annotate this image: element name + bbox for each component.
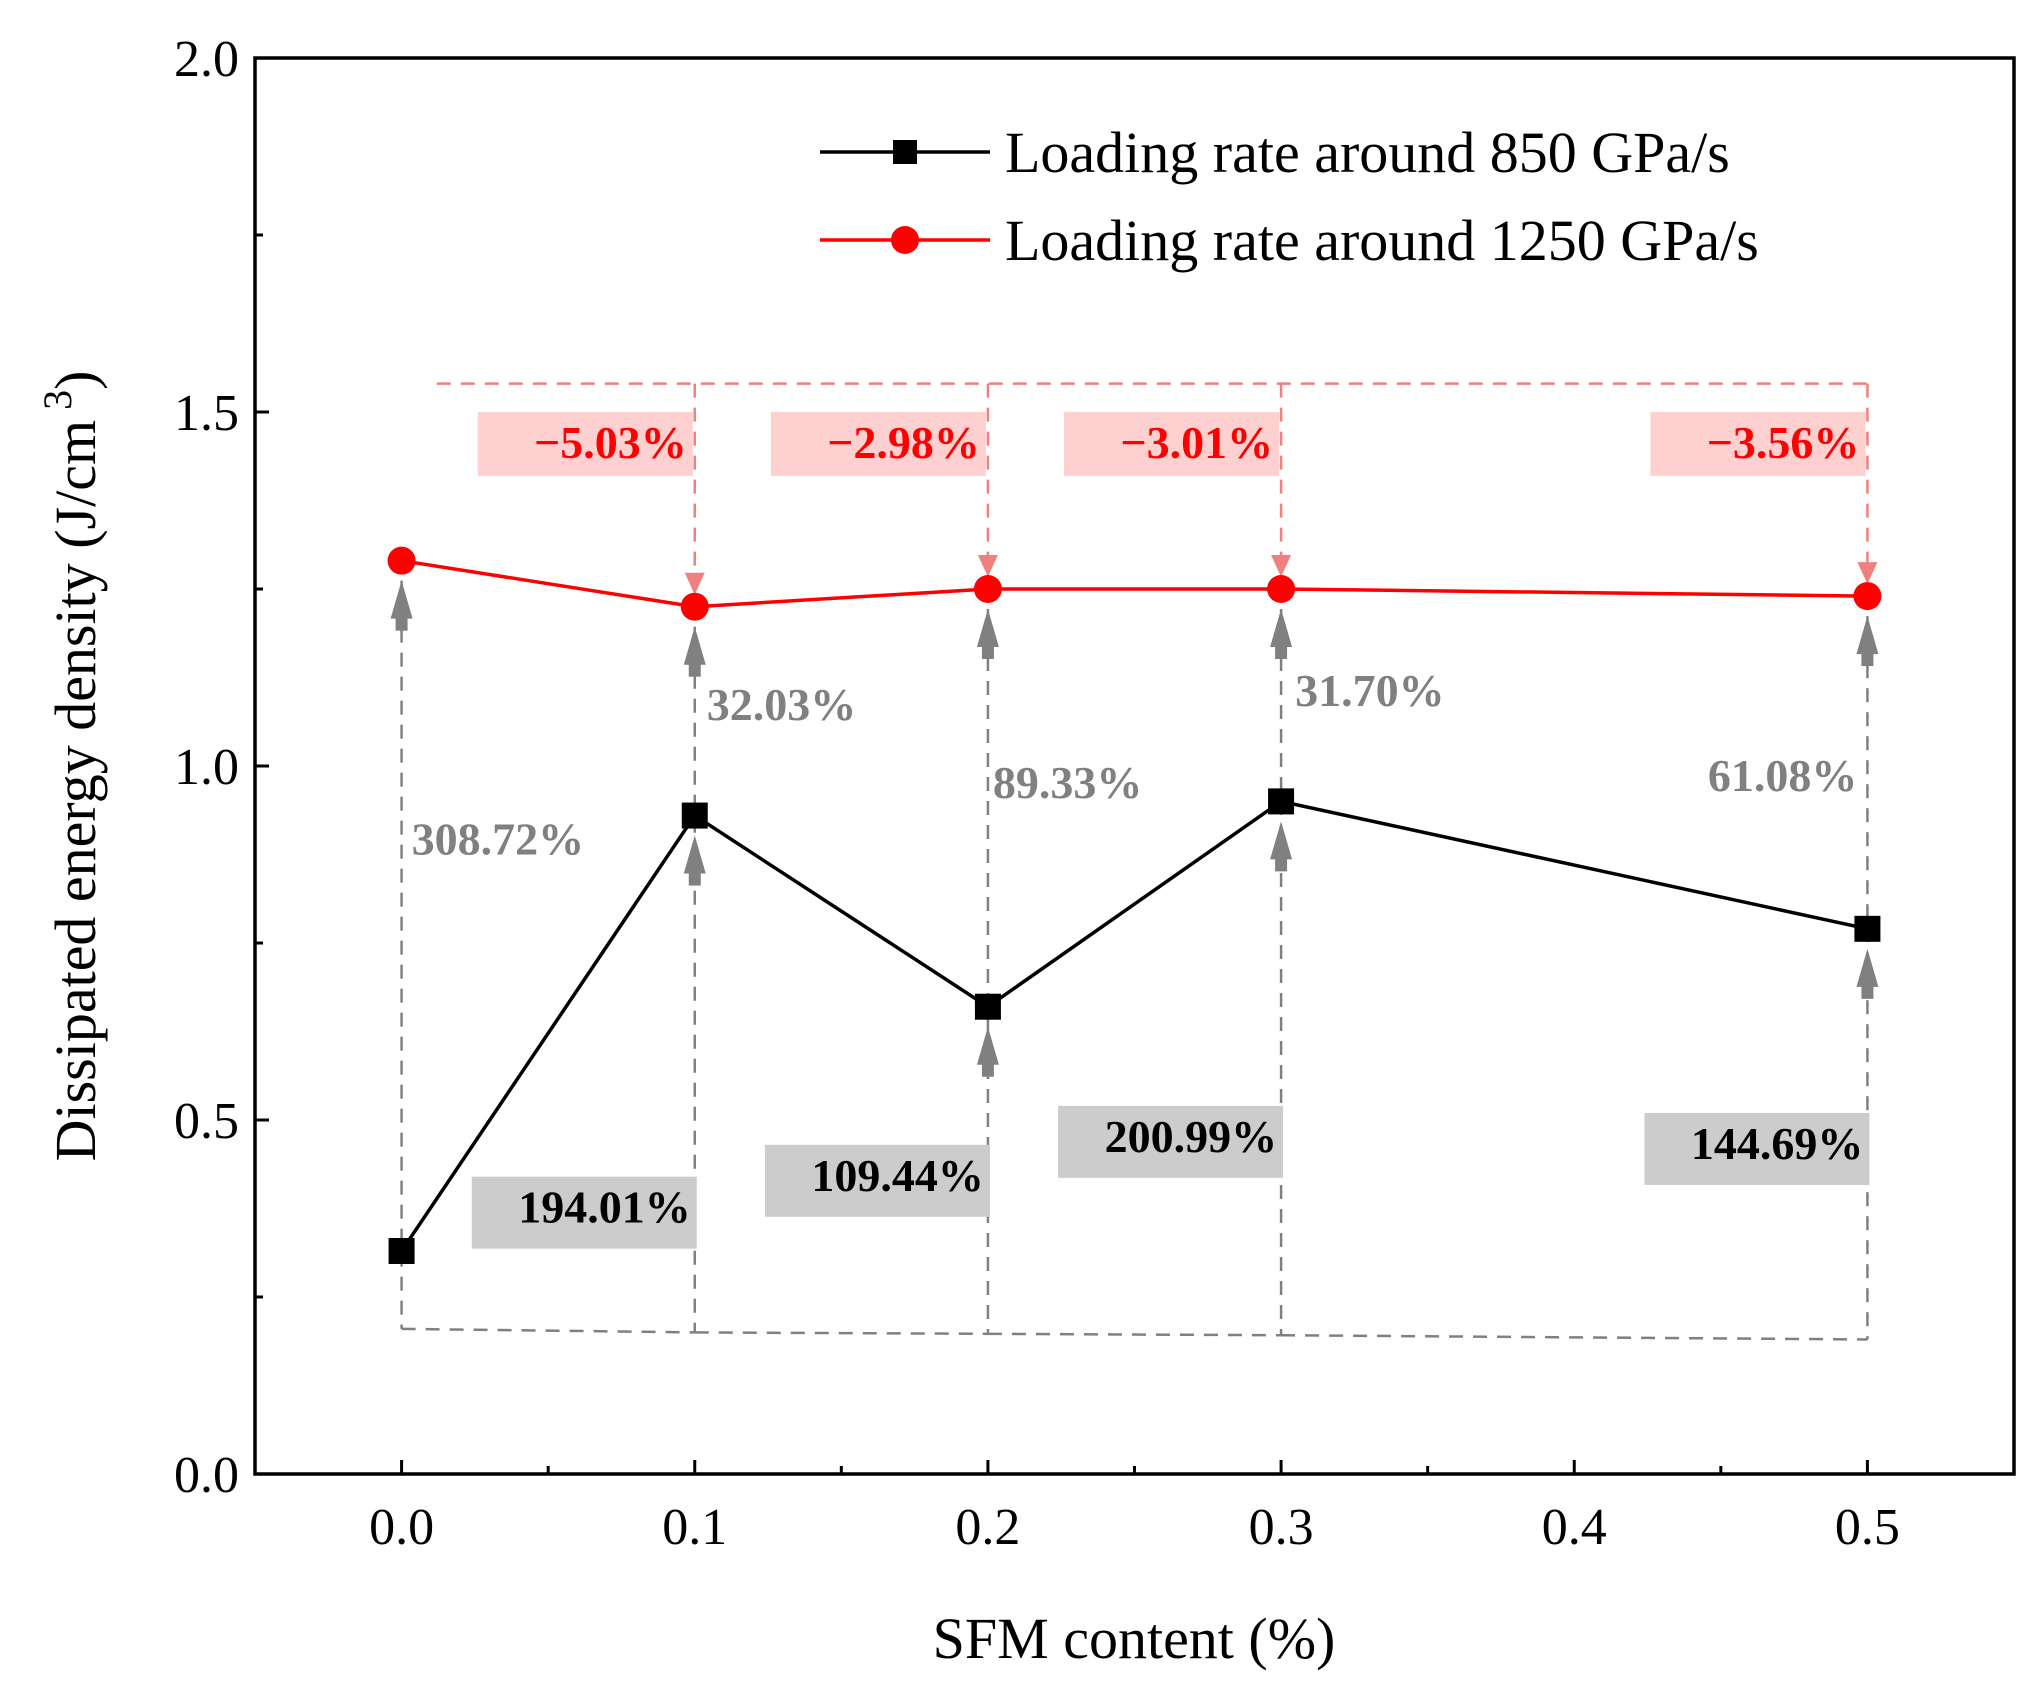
gray-arrow-up-stem [1275,645,1288,659]
series-850-point [1854,915,1881,942]
gap-change-label: 89.33% [993,757,1143,808]
red-arrow-down [684,572,705,595]
gray-arrow-up-stem [981,645,994,659]
gray-arrow-up-stem [981,1062,994,1077]
gray-arrow-up [683,626,706,665]
black-change-label: 109.44% [811,1150,984,1201]
series-1250-point [680,592,709,621]
black-change-label-bg [471,1176,697,1249]
gray-arrow-up [1856,616,1879,655]
y-axis-title-main: Dissipated energy density (J/cm [43,420,108,1162]
series-850-point [681,802,708,829]
series-850-point [1268,788,1295,815]
red-change-label-bg [477,412,693,477]
red-change-label: −5.03% [534,417,687,468]
gray-arrow-up [683,835,706,874]
black-change-label-bg [764,1144,990,1217]
gray-guide-baseline [401,1327,695,1334]
x-tick-label: 0.1 [662,1499,727,1556]
y-axis-title-close: ) [43,371,108,390]
gray-arrow-up [1270,609,1293,647]
y-tick-label: 1.5 [174,385,239,442]
gray-arrow-up-stem [688,871,701,886]
gray-guide-baseline [987,1332,1282,1337]
x-tick-label: 0.5 [1835,1499,1900,1556]
y-tick-label: 0.0 [174,1447,239,1504]
red-arrow-down [977,555,998,577]
gap-change-label: 32.03% [707,679,857,730]
red-change-label: −2.98% [827,417,980,468]
legend-label-1250: Loading rate around 1250 GPa/s [1005,208,1759,273]
red-arrow-down [1271,555,1292,577]
legend: Loading rate around 850 GPa/s Loading ra… [820,120,1759,273]
x-tick-label: 0.0 [369,1499,434,1556]
legend-marker-850 [893,140,917,164]
x-tick-label: 0.4 [1542,1499,1607,1556]
gray-arrow-up-stem [1861,984,1874,999]
series-850-point [974,993,1001,1020]
series-850-point [388,1237,415,1264]
y-tick-label: 1.0 [174,739,239,796]
x-tick-label: 0.2 [955,1499,1020,1556]
black-change-label-bg [1058,1105,1284,1178]
black-change-label: 144.69% [1691,1118,1864,1169]
legend-marker-1250 [891,226,919,254]
y-tick-label: 2.0 [174,31,239,88]
x-tick-label: 0.3 [1249,1499,1314,1556]
y-axis-title-superscript: 3 [35,390,80,410]
gap-change-label: 31.70% [1295,665,1445,716]
red-arrow-down [1857,562,1878,585]
gray-arrow-up [976,1026,999,1065]
gray-guide-baseline [1281,1333,1868,1341]
black-change-label-bg [1644,1112,1870,1185]
gap-change-label: 308.72% [412,814,585,865]
y-axis-title: Dissipated energy density (J/cm 3) [35,371,108,1162]
series-1250-point [973,575,1002,603]
red-change-label-bg [1650,412,1866,477]
gray-arrow-up-stem [1275,857,1288,872]
gap-change-label: 61.08% [1708,750,1858,801]
gray-arrow-up-stem [395,616,408,631]
legend-label-850: Loading rate around 850 GPa/s [1005,120,1730,185]
red-change-label-bg [1064,412,1280,477]
gray-arrow-up-stem [1861,652,1874,667]
gray-arrow-up [1270,821,1293,860]
red-change-label: −3.01% [1120,417,1273,468]
gray-guide-baseline [694,1331,988,1336]
red-change-label-bg [770,412,986,477]
red-change-label: −3.56% [1707,417,1860,468]
black-change-label: 200.99% [1105,1111,1278,1162]
series-1250-line [401,558,1868,609]
x-axis-title: SFM content (%) [933,1606,1336,1671]
series-1250-point [1853,582,1882,611]
gray-arrow-up-stem [688,662,701,677]
gray-arrow-up [976,609,999,647]
series-1250-point [387,546,416,575]
series-1250-point [1267,575,1296,603]
y-tick-label: 0.5 [174,1093,239,1150]
black-change-label: 194.01% [518,1182,691,1233]
gray-arrow-up [390,580,413,619]
gray-arrow-up [1856,948,1879,987]
